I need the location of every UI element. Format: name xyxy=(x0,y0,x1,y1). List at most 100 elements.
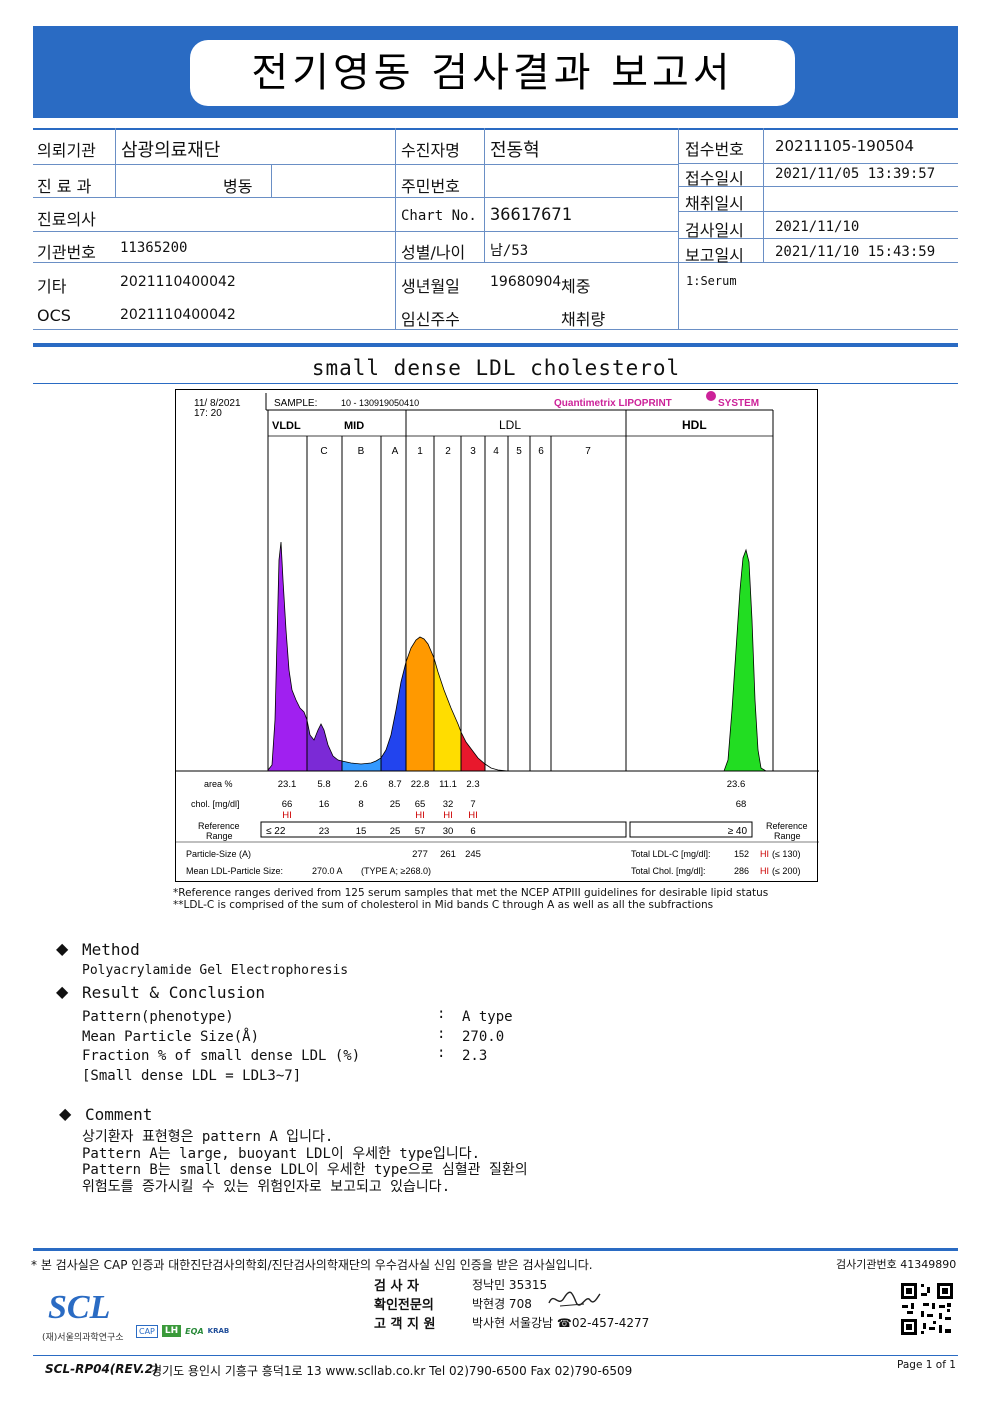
brand-name: Quantimetrix LIPOPRINT xyxy=(554,398,672,409)
comment-line: Pattern A는 large, buoyant LDL이 우세한 type입… xyxy=(82,1146,481,1162)
comment-line: Pattern B는 small dense LDL이 우세한 type으로 심… xyxy=(82,1162,528,1178)
receipt-no-label: 접수번호 xyxy=(685,140,744,159)
receipt-no-value: 20211105-190504 xyxy=(775,137,915,155)
electrophoresis-plot: 11/ 8/2021 17: 20 SAMPLE: 10 - 130919050… xyxy=(176,391,819,876)
method-text: Polyacrylamide Gel Electrophoresis xyxy=(82,963,349,978)
cert-logos: CAP LH EQA KRAB xyxy=(136,1320,264,1342)
result-value-fraction: 2.3 xyxy=(462,1048,488,1064)
scl-logo: SCL xyxy=(48,1289,111,1326)
area-value: 8.7 xyxy=(388,779,401,790)
hi-flag: HI xyxy=(468,810,478,821)
result-value-size: 270.0 xyxy=(462,1029,505,1045)
group-hdl: HDL xyxy=(682,418,707,432)
mean-size-label: Mean LDL-Particle Size: xyxy=(186,866,283,876)
qr-code xyxy=(899,1281,955,1337)
sample-id: 10 - 130919050410 xyxy=(341,398,419,408)
receipt-dt-label: 접수일시 xyxy=(685,169,744,188)
band-label-b: B xyxy=(358,446,365,457)
reference-label-line1: Reference xyxy=(198,821,240,831)
result-label-pattern: Pattern(phenotype) xyxy=(82,1009,234,1025)
chart-date: 11/ 8/2021 xyxy=(194,398,241,409)
ref-value: 6 xyxy=(470,826,475,837)
area-value: 22.8 xyxy=(411,779,430,790)
ocs-value: 2021110400042 xyxy=(120,307,236,323)
band-label-7: 7 xyxy=(585,446,591,457)
header-title-box xyxy=(190,40,795,106)
comment-line: 위험도를 증가시킬 수 있는 위험인자로 보고되고 있습니다. xyxy=(82,1179,451,1195)
fill-mid-c xyxy=(307,720,342,771)
area-value: 11.1 xyxy=(439,779,457,790)
chol-value: 16 xyxy=(319,799,330,810)
info-table: 의뢰기관 삼광의료재단 진 료 과 병동 진료의사 기관번호 11365200 … xyxy=(33,128,958,330)
hi-flag: HI xyxy=(443,810,453,821)
fill-ldl-1 xyxy=(406,637,434,771)
doctor-label: 진료의사 xyxy=(37,210,96,229)
chol-value: 66 xyxy=(282,799,293,810)
area-value-hdl: 23.6 xyxy=(727,779,746,790)
other-label: 기타 xyxy=(37,277,67,296)
scl-logo-subtext: (재)서울의과학연구소 xyxy=(42,1333,124,1343)
bullet-icon: ◆ xyxy=(56,939,69,958)
area-value: 2.6 xyxy=(354,779,367,790)
certification-note: * 본 검사실은 CAP 인증과 대한진단검사의학회/진단검사의학재단의 우수검… xyxy=(31,1258,593,1272)
eqa-logo: EQA xyxy=(185,1326,204,1336)
result-title: Result & Conclusion xyxy=(82,983,266,1002)
patient-label: 수진자명 xyxy=(401,141,460,160)
brand-suffix: SYSTEM xyxy=(718,398,759,409)
particle-size-value: 245 xyxy=(465,849,481,860)
mean-size-type: (TYPE A; ≥268.0) xyxy=(361,866,431,876)
collect-dt-label: 채취일시 xyxy=(685,194,744,213)
total-ldl-flag: HI xyxy=(760,849,769,859)
department-value: 병동 xyxy=(223,177,253,196)
band-label-2: 2 xyxy=(445,446,451,457)
cap-logo: CAP xyxy=(136,1324,158,1338)
examiner-value: 정낙민 35315 xyxy=(472,1278,548,1292)
test-dt-label: 검사일시 xyxy=(685,221,744,240)
area-row-label: area % xyxy=(204,779,233,789)
band-label-6: 6 xyxy=(538,446,544,457)
specimen-value: 1:Serum xyxy=(686,274,737,288)
area-value: 5.8 xyxy=(317,779,330,790)
particle-size-value: 261 xyxy=(440,849,456,860)
area-value: 2.3 xyxy=(466,779,479,790)
mean-size-value: 270.0 A xyxy=(312,866,343,876)
total-ldl-ref: (≤ 130) xyxy=(772,849,800,859)
chol-value: 25 xyxy=(390,799,401,810)
ref-value: 23 xyxy=(319,826,330,837)
band-label-c: C xyxy=(320,446,327,457)
patient-value: 전동혁 xyxy=(490,140,540,161)
result-value-pattern: A type xyxy=(462,1009,513,1025)
fill-vldl xyxy=(268,542,307,771)
group-ldl: LDL xyxy=(499,418,521,432)
page-title: 전기영동 검사결과 보고서 xyxy=(251,50,734,96)
result-label-size: Mean Particle Size(Å) xyxy=(82,1029,260,1045)
result-extra: [Small dense LDL = LDL3~7] xyxy=(82,1068,302,1084)
inst-no-label: 기관번호 xyxy=(37,243,96,262)
particle-size-value: 277 xyxy=(412,849,428,860)
footer-rule xyxy=(33,1355,958,1356)
other-value: 2021110400042 xyxy=(120,274,236,290)
fill-mid-b xyxy=(342,758,381,771)
rrn-label: 주민번호 xyxy=(401,177,460,196)
ref-first: ≤ 22 xyxy=(266,826,286,837)
institution-value: 삼광의료재단 xyxy=(121,140,221,161)
dob-label: 생년월일 xyxy=(401,277,460,296)
krab-logo: KRAB xyxy=(207,1327,230,1335)
result-label-fraction: Fraction % of small dense LDL (%) xyxy=(82,1048,361,1064)
hi-flag: HI xyxy=(282,810,292,821)
page-number: Page 1 of 1 xyxy=(897,1359,956,1371)
chol-value: 8 xyxy=(358,799,363,810)
method-title: Method xyxy=(82,940,140,959)
ocs-label: OCS xyxy=(37,306,71,325)
report-dt-value: 2021/11/10 15:43:59 xyxy=(775,244,936,260)
chol-value: 7 xyxy=(470,799,475,810)
pregnancy-label: 임신주수 xyxy=(401,310,460,329)
reference-label-right-line1: Reference xyxy=(766,821,808,831)
ref-value: 57 xyxy=(415,826,426,837)
band-label-3: 3 xyxy=(470,446,476,457)
chol-value: 65 xyxy=(415,799,426,810)
volume-label: 채취량 xyxy=(561,310,606,329)
particle-size-label: Particle-Size (A) xyxy=(186,849,251,859)
chol-value-hdl: 68 xyxy=(736,799,747,810)
weight-label: 체중 xyxy=(561,277,591,296)
